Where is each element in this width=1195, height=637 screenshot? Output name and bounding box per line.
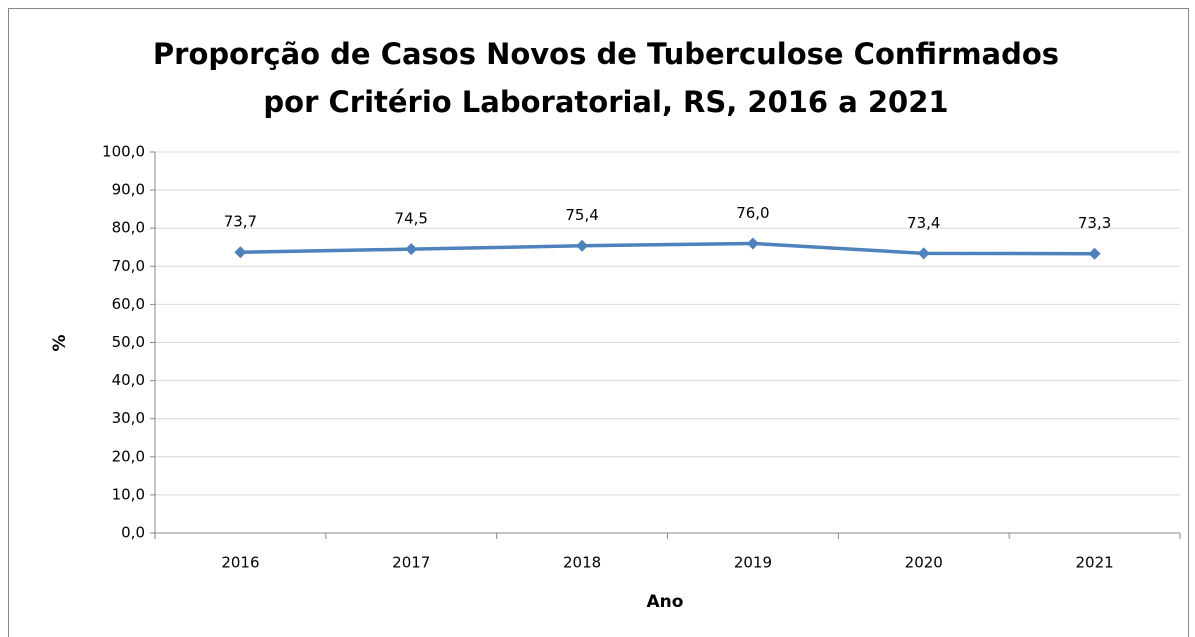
- marker: [917, 247, 930, 260]
- marker: [234, 246, 247, 259]
- x-tick-label: 2017: [392, 554, 430, 572]
- x-tick-label: 2019: [734, 554, 772, 572]
- y-tick-label: 30,0: [112, 409, 145, 427]
- data-label: 73,3: [1078, 214, 1111, 232]
- marker: [576, 239, 589, 252]
- x-tick-label: 2016: [221, 554, 259, 572]
- x-tick-label: 2020: [905, 554, 943, 572]
- y-tick-label: 60,0: [112, 295, 145, 313]
- y-tick-label: 90,0: [112, 181, 145, 199]
- y-tick-label: 0,0: [121, 524, 145, 542]
- data-label: 76,0: [736, 204, 769, 222]
- y-axis-title: %: [50, 334, 70, 351]
- data-label: 75,4: [565, 206, 598, 224]
- data-label: 74,5: [395, 210, 428, 228]
- line: [240, 241, 1095, 256]
- y-tick-label: 50,0: [112, 333, 145, 351]
- chart-title: por Critério Laboratorial, RS, 2016 a 20…: [263, 85, 948, 119]
- chart-frame: [8, 8, 1189, 637]
- y-tick-label: 70,0: [112, 257, 145, 275]
- marker: [1088, 247, 1101, 260]
- x-tick-label: 2021: [1075, 554, 1113, 572]
- y-tick-label: 10,0: [112, 485, 145, 503]
- x-axis-title: Ano: [647, 592, 684, 612]
- y-tick-label: 20,0: [112, 447, 145, 465]
- x-tick-label: 2018: [563, 554, 601, 572]
- chart-title: Proporção de Casos Novos de Tuberculose …: [153, 37, 1059, 71]
- y-tick-label: 80,0: [112, 219, 145, 237]
- marker: [746, 237, 759, 250]
- data-label: 73,4: [907, 214, 940, 232]
- data-label: 73,7: [224, 213, 257, 231]
- y-tick-label: 100,0: [102, 143, 145, 161]
- marker: [405, 243, 418, 256]
- y-tick-label: 40,0: [112, 371, 145, 389]
